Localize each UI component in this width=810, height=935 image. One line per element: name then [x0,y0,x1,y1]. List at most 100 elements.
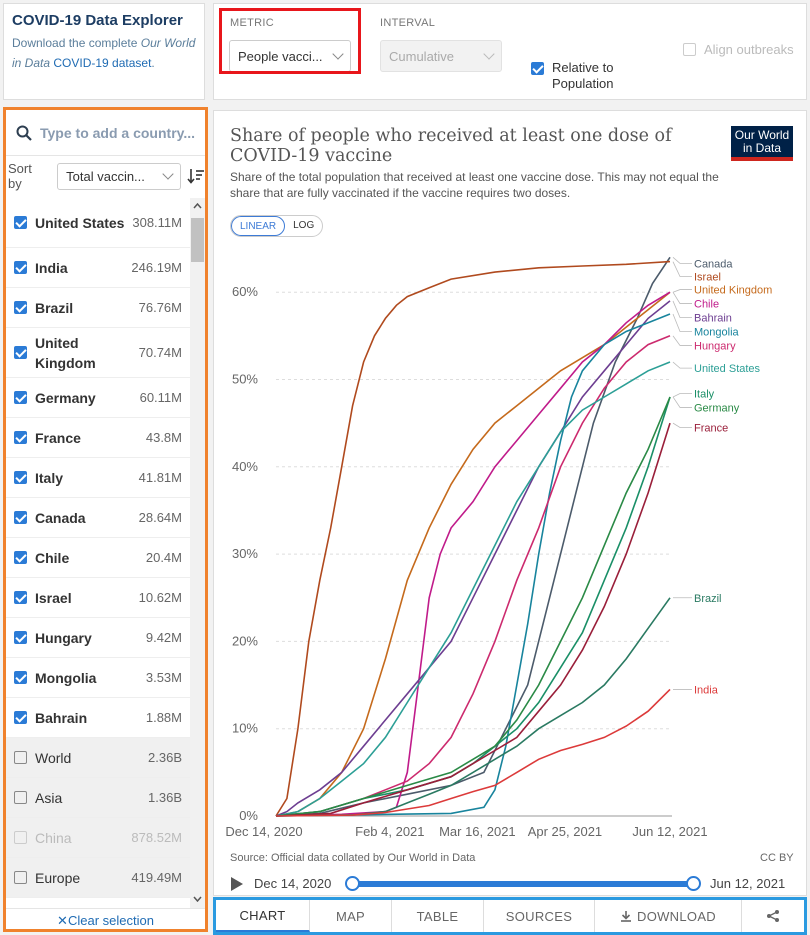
label-connector [672,289,692,293]
country-name: Israel [35,589,72,606]
country-checkbox[interactable] [14,391,27,404]
country-checkbox[interactable] [14,346,27,359]
series-line-france [275,422,671,817]
country-value: 76.76M [138,300,182,315]
chart-license: CC BY [760,852,794,864]
share-button[interactable] [742,900,804,932]
list-item[interactable]: Italy 41.81M [6,458,190,498]
country-value: 1.88M [145,710,182,725]
list-item[interactable]: Brazil 76.76M [6,288,190,328]
tab-sources[interactable]: SOURCES [484,900,595,932]
label-connector [672,361,692,369]
country-sidebar: Type to add a country... Sort by Total v… [3,107,208,932]
scroll-thumb[interactable] [191,218,204,262]
country-checkbox[interactable] [14,631,27,644]
list-item[interactable]: Hungary 9.42M [6,618,190,658]
align-checkbox[interactable] [683,43,696,56]
scale-toggle[interactable]: LINEAR LOG [230,215,324,237]
list-item[interactable]: Israel 10.62M [6,578,190,618]
series-label: United Kingdom [694,285,772,297]
list-item[interactable]: Mongolia 3.53M [6,658,190,698]
dataset-link[interactable]: COVID-19 dataset [53,56,152,70]
country-list-scrollbar[interactable] [190,198,205,908]
country-value: 28.64M [138,510,182,525]
list-item[interactable]: United Kingdom 70.74M [6,328,190,378]
country-checkbox[interactable] [14,551,27,564]
timeline-track[interactable] [352,881,694,887]
series-label: Canada [694,258,733,270]
label-connector [672,396,692,408]
scroll-down-icon[interactable] [193,896,202,902]
relative-to-population-toggle[interactable]: Relative to Population [531,60,651,92]
list-item[interactable]: Canada 28.64M [6,498,190,538]
country-checkbox[interactable] [14,791,27,804]
country-checkbox[interactable] [14,471,27,484]
owid-logo[interactable]: Our World in Data [731,126,793,161]
clear-selection-button[interactable]: ✕Clear selection [6,908,205,932]
series-label: Bahrain [694,313,732,325]
download-icon [621,911,632,922]
list-item[interactable]: China 878.52M [6,818,190,858]
metric-select[interactable]: People vacci... [229,40,351,72]
list-item[interactable]: Germany 60.11M [6,378,190,418]
country-name: Asia [35,789,63,806]
country-checkbox[interactable] [14,261,27,274]
tab-map[interactable]: MAP [310,900,392,932]
tab-download-label: DOWNLOAD [637,908,716,924]
timeline-end-handle[interactable] [686,876,701,891]
list-item[interactable]: United States 308.11M [6,198,190,248]
sort-order-icon[interactable] [187,167,205,185]
country-checkbox[interactable] [14,511,27,524]
scale-log-button[interactable]: LOG [293,220,315,231]
y-tick-label: 0% [239,808,258,823]
country-name: Hungary [35,629,92,646]
x-tick-label: Mar 16, 2021 [439,824,516,839]
timeline-start-handle[interactable] [345,876,360,891]
scroll-up-icon[interactable] [193,203,202,209]
label-connector [672,422,692,428]
tab-download[interactable]: DOWNLOAD [595,900,742,932]
list-item[interactable]: Bahrain 1.88M [6,698,190,738]
chart-tabs: CHART MAP TABLE SOURCES DOWNLOAD [213,897,807,935]
explorer-description: Download the complete Our World in Data … [12,33,196,73]
list-item[interactable]: Chile 20.4M [6,538,190,578]
label-connector [672,291,692,304]
sort-row: Sort by Total vaccin... [6,160,205,192]
tab-chart[interactable]: CHART [216,900,310,932]
y-tick-label: 20% [232,633,258,648]
list-item[interactable]: Asia 1.36B [6,778,190,818]
country-checkbox[interactable] [14,301,27,314]
series-label: Italy [694,388,715,400]
country-checkbox[interactable] [14,591,27,604]
tab-table-label: TABLE [416,908,459,924]
sort-select[interactable]: Total vaccin... [57,162,182,190]
list-item[interactable]: Europe 419.49M [6,858,190,898]
country-name: World [35,749,72,766]
interval-select[interactable]: Cumulative [380,40,502,72]
country-search[interactable]: Type to add a country... [6,110,205,156]
country-checkbox[interactable] [14,431,27,444]
scale-linear-button[interactable]: LINEAR [231,216,286,236]
country-checkbox[interactable] [14,871,27,884]
chart-title: Share of people who received at least on… [230,126,672,166]
align-outbreaks-toggle[interactable]: Align outbreaks [683,42,794,57]
series-line-brazil [275,597,671,817]
controls-bar: METRIC People vacci... INTERVAL Cumulati… [213,3,807,100]
country-checkbox[interactable] [14,711,27,724]
label-connector [672,300,692,318]
chart-panel: Share of people who received at least on… [213,110,807,896]
tab-table[interactable]: TABLE [392,900,484,932]
country-checkbox[interactable] [14,751,27,764]
relative-checkbox[interactable] [531,62,544,75]
y-tick-label: 10% [232,721,258,736]
country-checkbox[interactable] [14,831,27,844]
desc-suffix: . [151,56,155,70]
country-checkbox[interactable] [14,216,27,229]
list-item[interactable]: France 43.8M [6,418,190,458]
series-line-bahrain [275,300,671,817]
country-name: Canada [35,509,86,526]
play-icon[interactable] [230,876,244,892]
country-checkbox[interactable] [14,671,27,684]
list-item[interactable]: World 2.36B [6,738,190,778]
list-item[interactable]: India 246.19M [6,248,190,288]
